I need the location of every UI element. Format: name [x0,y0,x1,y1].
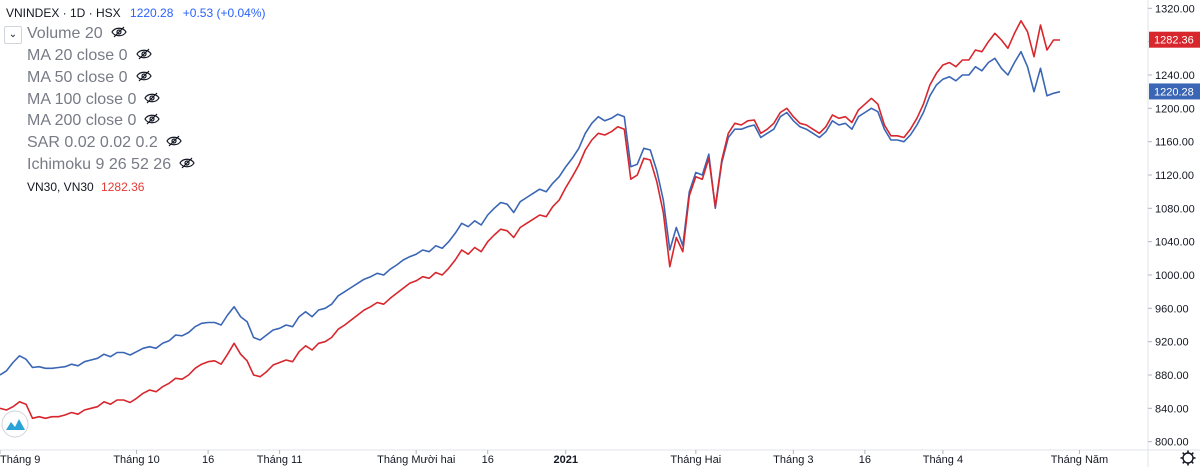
eye-hidden-icon[interactable] [135,48,152,64]
price-tick-label: 1320.00 [1155,3,1195,15]
indicator-label: Ichimoku 9 26 52 26 [27,156,172,174]
gear-tooth [1182,460,1186,464]
gear-icon[interactable] [1182,452,1194,464]
indicator-label: MA 200 close 0 [27,112,137,130]
price-tick-label: 920.00 [1155,337,1189,349]
last-price: 1220.28 [130,6,174,20]
eye-hidden-icon[interactable] [135,70,152,86]
price-tick-label: 1080.00 [1155,203,1195,215]
compare-symbol-label: VN30, VN30 [27,180,94,194]
last-value-label: 1282.36 [1154,35,1194,47]
price-tick-label: 1120.00 [1155,170,1194,182]
chevron-down-icon: ⌄ [8,29,18,40]
eye-hidden-icon[interactable] [179,157,195,173]
price-tick-label: 840.00 [1155,403,1189,415]
time-tick-label: Tháng 4 [923,454,963,466]
indicator-row[interactable]: Ichimoku 9 26 52 26 [27,157,195,173]
last-value-label: 1220.28 [1154,86,1194,98]
gear-tooth [1190,452,1194,456]
indicator-row[interactable]: Volume 20 [27,26,127,42]
price-tick-label: 1000.00 [1155,270,1195,282]
eye-hidden-icon[interactable] [144,113,161,129]
time-tick-label: Tháng Mười hai [377,454,455,466]
price-tick-label: 1040.00 [1155,237,1195,249]
eye-hidden-icon[interactable] [144,92,161,108]
tradingview-mountain-icon [6,419,25,430]
gear-tooth [1182,452,1186,456]
indicator-row[interactable]: MA 200 close 0 [27,112,161,130]
time-tick-label: Tháng 9 [0,454,40,466]
indicator-row[interactable]: MA 20 close 0 [27,48,152,64]
gear-tooth [1190,460,1194,464]
vn30-series-line [0,19,1060,420]
tradingview-logo-button[interactable] [1,410,29,438]
indicator-row[interactable]: SAR 0.02 0.02 0.2 [27,135,182,151]
price-tick-label: 1200.00 [1155,103,1195,115]
price-tick-label: 1160.00 [1155,137,1194,149]
eye-hidden-icon[interactable] [110,26,127,42]
price-tick-label: 880.00 [1155,370,1189,382]
time-tick-label: 16 [202,454,214,466]
time-tick-label: 2021 [554,454,578,466]
time-tick-label: Tháng 3 [773,454,813,466]
last-value-badge [1149,31,1200,48]
price-tick-label: 960.00 [1155,303,1189,315]
last-value-badge [1149,83,1200,100]
indicator-label: MA 20 close 0 [27,47,128,65]
time-tick-label: Tháng 10 [113,454,159,466]
price-tick-label: 800.00 [1155,437,1189,449]
price-tick-label: 1240.00 [1155,70,1195,82]
indicator-row[interactable]: MA 50 close 0 [27,70,152,86]
indicator-label: MA 100 close 0 [27,91,137,109]
time-tick-label: Tháng Hai [670,454,721,466]
collapse-legend-button[interactable]: ⌄ [4,26,22,44]
indicator-label: Volume 20 [27,25,103,43]
price-change: +0.53 (+0.04%) [182,6,266,20]
symbol-header: VNINDEX · 1D · HSX 1220.28 +0.53 (+0.04%… [6,5,266,21]
compare-symbol-row[interactable]: VN30, VN30 1282.36 [27,179,144,195]
time-tick-label: Tháng 11 [257,454,303,466]
indicator-label: MA 50 close 0 [27,69,128,87]
time-tick-label: 16 [859,454,871,466]
symbol-label: VNINDEX · 1D · HSX [6,6,121,20]
time-tick-label: 16 [482,454,494,466]
eye-hidden-icon[interactable] [166,135,182,151]
indicator-row[interactable]: MA 100 close 0 [27,91,161,109]
time-tick-label: Tháng Năm [1051,454,1108,466]
vnindex-series-line [0,50,1061,376]
indicator-label: SAR 0.02 0.02 0.2 [27,134,158,152]
compare-symbol-value: 1282.36 [101,180,145,194]
